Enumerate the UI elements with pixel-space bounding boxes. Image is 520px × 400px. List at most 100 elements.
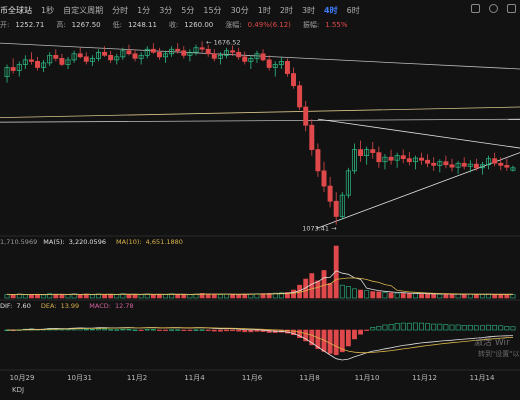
- volume-bar: [187, 294, 193, 299]
- candle-body: [169, 48, 175, 55]
- tab-1h[interactable]: 1时: [257, 5, 271, 15]
- macd-histogram-bar: [333, 329, 339, 356]
- volume-ma5-line: [6, 270, 513, 295]
- candle-body: [254, 53, 260, 59]
- macd-histogram-bar: [114, 329, 120, 331]
- tab-3m[interactable]: 3分: [159, 5, 173, 15]
- candle-body: [187, 51, 193, 56]
- tab-6h[interactable]: 6时: [346, 5, 360, 15]
- x-tick-label: 10月29: [10, 374, 35, 382]
- candle-body: [339, 194, 345, 217]
- macd-histogram-bar: [419, 322, 424, 331]
- volume-bar: [4, 294, 10, 299]
- candle-body: [358, 149, 364, 157]
- volume-bar: [77, 294, 83, 299]
- candle-body: [10, 67, 16, 71]
- volume-bar: [205, 293, 211, 299]
- volume-bar: [327, 283, 333, 299]
- volume-bar: [492, 293, 498, 299]
- volume-bar: [419, 293, 424, 299]
- volume-bar: [89, 294, 95, 299]
- macd-histogram-bar: [242, 329, 248, 333]
- candle-body: [461, 162, 467, 167]
- candle-body: [486, 158, 492, 166]
- fullscreen-icon[interactable]: [507, 4, 516, 13]
- macd-histogram-bar: [108, 329, 114, 331]
- volume-bar: [291, 289, 296, 299]
- macd-histogram-bar: [376, 325, 382, 331]
- tab-15m[interactable]: 15分: [203, 5, 222, 15]
- macd-histogram-bar: [236, 329, 242, 332]
- custom-period-button[interactable]: 自定义周期: [63, 5, 104, 15]
- macd-histogram-bar: [510, 326, 516, 331]
- tab-1s[interactable]: 1秒: [41, 5, 55, 15]
- candle-body: [138, 54, 144, 59]
- macd-histogram-bar: [205, 329, 211, 331]
- macd-histogram-bar: [96, 328, 101, 331]
- x-tick-label: 11月2: [127, 374, 147, 382]
- volume-bar: [406, 293, 412, 299]
- change-readout: 涨幅: 0.49%(6.12): [225, 21, 291, 29]
- candle-body: [467, 163, 473, 167]
- camera-icon[interactable]: [471, 4, 480, 13]
- macd-histogram-bar: [163, 329, 168, 331]
- ohlc-readout: 开: 1252.71 高: 1267.50 低: 1248.11 收: 1260.00 …: [0, 20, 520, 32]
- volume-bar: [108, 293, 114, 299]
- candle-body: [35, 61, 41, 68]
- volume-bar: [339, 284, 345, 299]
- volume-bar: [120, 293, 126, 299]
- volume-bar: [461, 294, 467, 299]
- candle-body: [120, 50, 126, 58]
- volume-bar: [47, 293, 53, 299]
- volume-bar: [163, 294, 168, 299]
- macd-histogram-bar: [345, 329, 351, 347]
- volume-bar: [260, 293, 266, 299]
- candle-body: [126, 50, 132, 55]
- volume-bar: [455, 293, 461, 299]
- candle-body: [211, 53, 217, 59]
- volume-bar: [473, 294, 479, 299]
- macd-histogram-bar: [400, 322, 406, 331]
- macd-histogram-bar: [211, 329, 217, 332]
- macd-histogram-bar: [303, 329, 309, 342]
- watermark-text: 激活 Wir: [474, 338, 510, 348]
- tab-timeshare[interactable]: 分时: [112, 5, 129, 15]
- macd-histogram-bar: [382, 324, 388, 331]
- macd-histogram-bar: [199, 329, 205, 331]
- macd-dif-line: [6, 327, 514, 361]
- candle-body: [132, 53, 138, 59]
- x-tick-label: 10月31: [67, 374, 92, 382]
- candle-body: [230, 50, 236, 53]
- macd-histogram-bar: [291, 329, 296, 336]
- candle-body: [217, 54, 223, 59]
- indicator-tabs: KDJ: [0, 386, 520, 400]
- settings-icon[interactable]: [489, 4, 498, 13]
- candle-body: [77, 53, 83, 58]
- volume-bar: [10, 294, 16, 299]
- macd-histogram-bar: [364, 329, 370, 331]
- tab-2h[interactable]: 2时: [279, 5, 293, 15]
- tab-5m[interactable]: 5分: [181, 5, 195, 15]
- macd-legend: DIF: 7.60 DEA: 13.99 MACD: 12.78: [0, 302, 520, 312]
- tab-4h[interactable]: 4时: [324, 5, 338, 15]
- macd-histogram-bar: [315, 329, 321, 349]
- tab-3h[interactable]: 3时: [301, 5, 316, 15]
- candle-body: [260, 53, 266, 61]
- volume-bar: [22, 294, 28, 299]
- tab-kdj[interactable]: KDJ: [12, 386, 25, 394]
- x-tick-label: 11月10: [355, 374, 380, 382]
- volume-bar: [449, 294, 455, 299]
- tab-1m[interactable]: 1分: [137, 5, 151, 15]
- candle-body: [309, 124, 315, 150]
- volume-bar: [126, 294, 132, 299]
- macd-histogram-bar: [443, 324, 449, 331]
- volume-bar: [278, 292, 284, 299]
- macd-histogram-bar: [248, 329, 254, 333]
- macd-histogram-bar: [358, 329, 364, 335]
- macd-value: MACD: 12.78: [89, 302, 134, 310]
- candle-body: [89, 58, 95, 62]
- macd-dea-line: [7, 327, 514, 354]
- candle-body: [242, 56, 248, 62]
- tab-30m[interactable]: 30分: [230, 5, 249, 15]
